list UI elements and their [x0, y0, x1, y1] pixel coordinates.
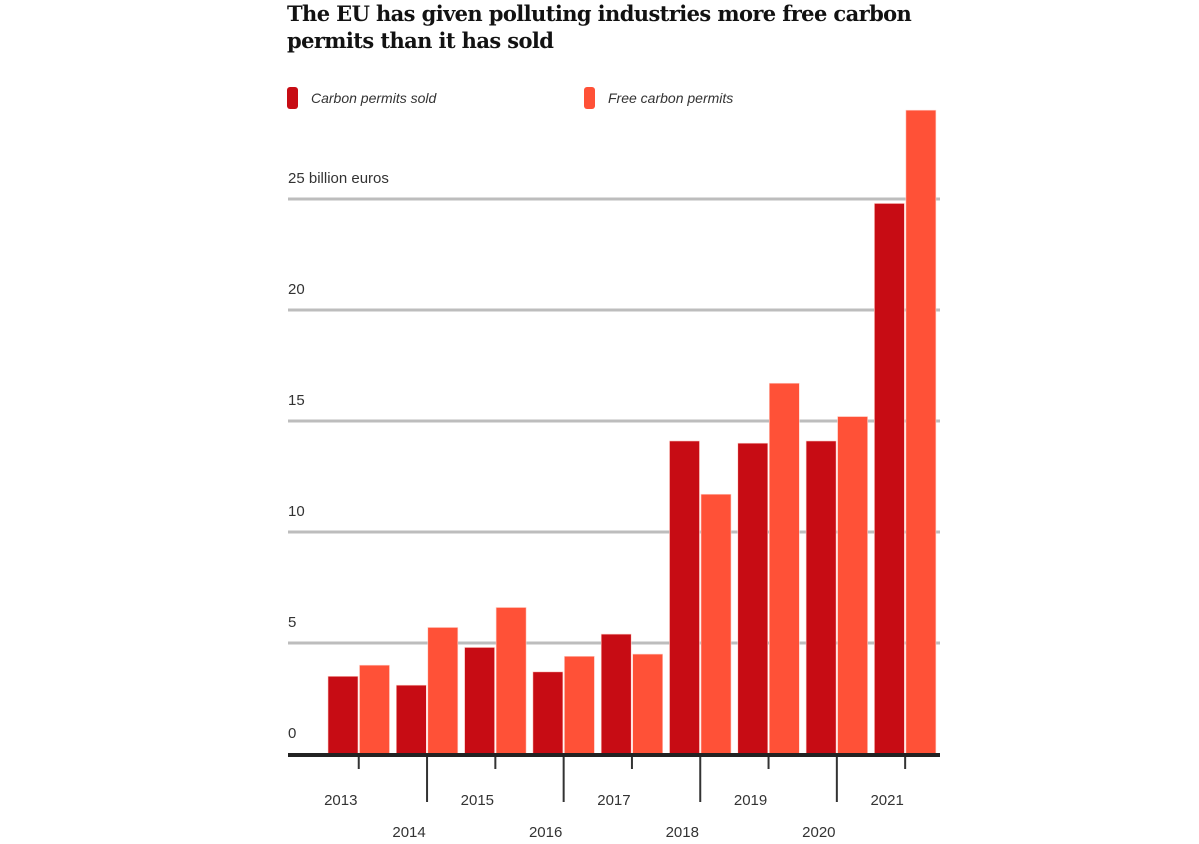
- legend-swatch-sold: [287, 87, 298, 109]
- bar-sold: [737, 442, 769, 755]
- x-tick-label: 2014: [392, 824, 425, 841]
- bar-sold: [600, 633, 632, 755]
- x-tick-label: 2015: [461, 792, 494, 809]
- bar-sold: [874, 203, 905, 755]
- x-tick-label: 2018: [666, 824, 699, 841]
- bar-free: [495, 607, 527, 755]
- y-tick-label: 25 billion euros: [288, 170, 389, 187]
- x-tick-label: 2020: [802, 824, 835, 841]
- bar-sold: [395, 684, 427, 755]
- x-tick-label: 2016: [529, 824, 562, 841]
- x-tick-label: 2021: [870, 792, 903, 809]
- bar-sold: [669, 440, 700, 755]
- bar-free: [700, 493, 732, 755]
- y-tick-label: 15: [288, 392, 305, 409]
- bar-free: [905, 109, 937, 755]
- bar-sold: [805, 440, 837, 755]
- y-tick-label: 0: [288, 725, 296, 742]
- x-tick-label: 2013: [324, 792, 357, 809]
- bar-free: [632, 653, 664, 755]
- y-tick-label: 20: [288, 281, 305, 298]
- legend-swatch-free: [584, 87, 595, 109]
- bar-free: [564, 656, 595, 755]
- bar-free: [427, 627, 459, 755]
- x-tick-label: 2019: [734, 792, 767, 809]
- y-tick-label: 10: [288, 503, 305, 520]
- legend-item-free: Free carbon permits: [584, 86, 733, 110]
- legend-label-sold: Carbon permits sold: [311, 90, 437, 106]
- bar-free: [768, 382, 800, 755]
- bar-sold: [464, 647, 495, 755]
- bar-sold: [532, 671, 564, 755]
- bar-free: [837, 416, 868, 755]
- y-tick-label: 5: [288, 614, 296, 631]
- x-tick-label: 2017: [597, 792, 630, 809]
- legend-label-free: Free carbon permits: [608, 90, 734, 106]
- bar-free: [359, 664, 390, 755]
- bar-sold: [327, 675, 359, 755]
- legend-item-sold: Carbon permits sold: [287, 86, 436, 110]
- chart-title: The EU has given polluting industries mo…: [287, 1, 912, 53]
